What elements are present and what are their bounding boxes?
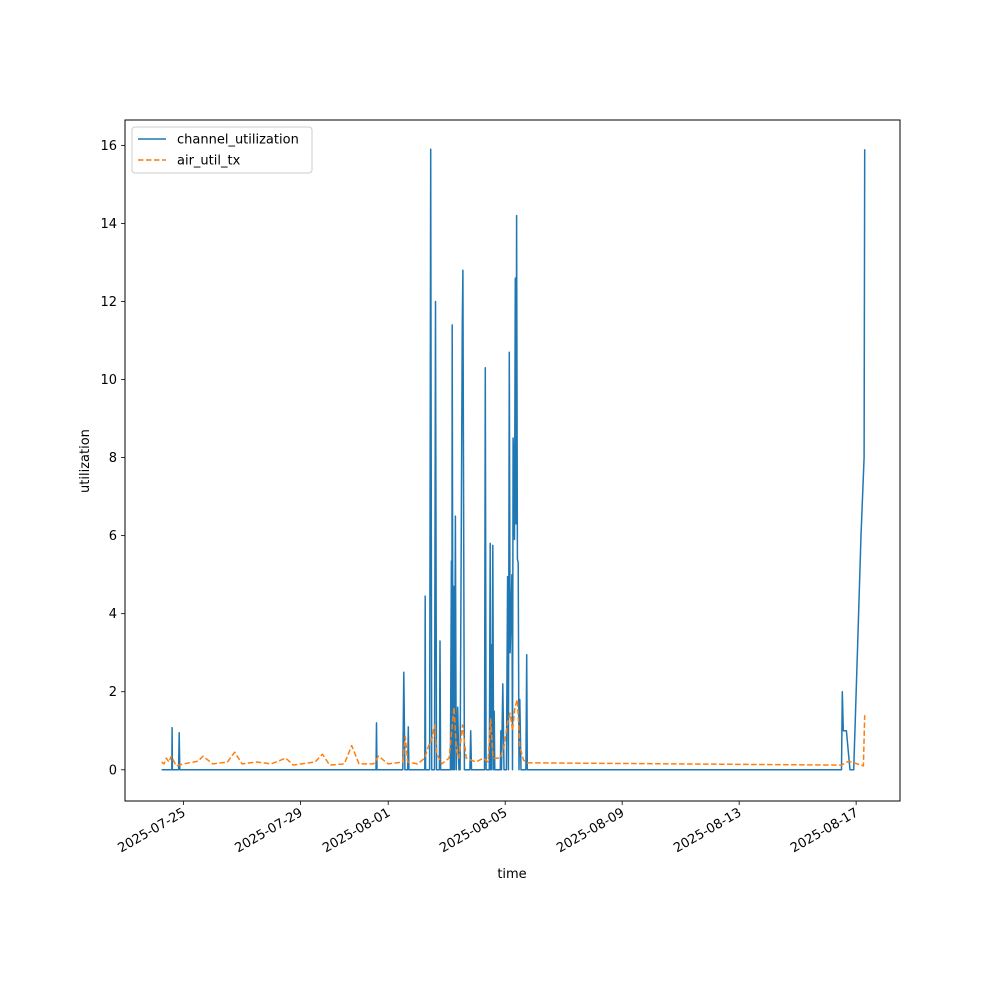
y-tick-label: 6 [109,529,117,544]
y-tick-label: 12 [100,295,117,310]
series-line-channel-utilization [161,148,866,771]
plot-frame [124,119,901,802]
y-tick-label: 8 [109,451,117,466]
legend-box [131,126,313,174]
legend-label: channel_utilization [177,133,299,148]
y-axis-label: utilization [78,429,93,493]
y-tick-label: 2 [109,685,117,700]
series-layer [161,148,866,771]
y-tick-label: 16 [100,139,117,154]
y-tick-label: 10 [100,373,117,388]
legend: channel_utilization air_util_tx [131,126,313,174]
y-tick-label: 0 [109,763,117,778]
y-tick-label: 14 [100,217,117,232]
y-axis: 0 2 4 6 8 10 12 14 16 [100,139,125,778]
x-axis-label: time [497,867,526,882]
series-line-air-util-tx [161,698,866,767]
y-tick-label: 4 [109,607,117,622]
legend-label: air_util_tx [177,154,241,169]
